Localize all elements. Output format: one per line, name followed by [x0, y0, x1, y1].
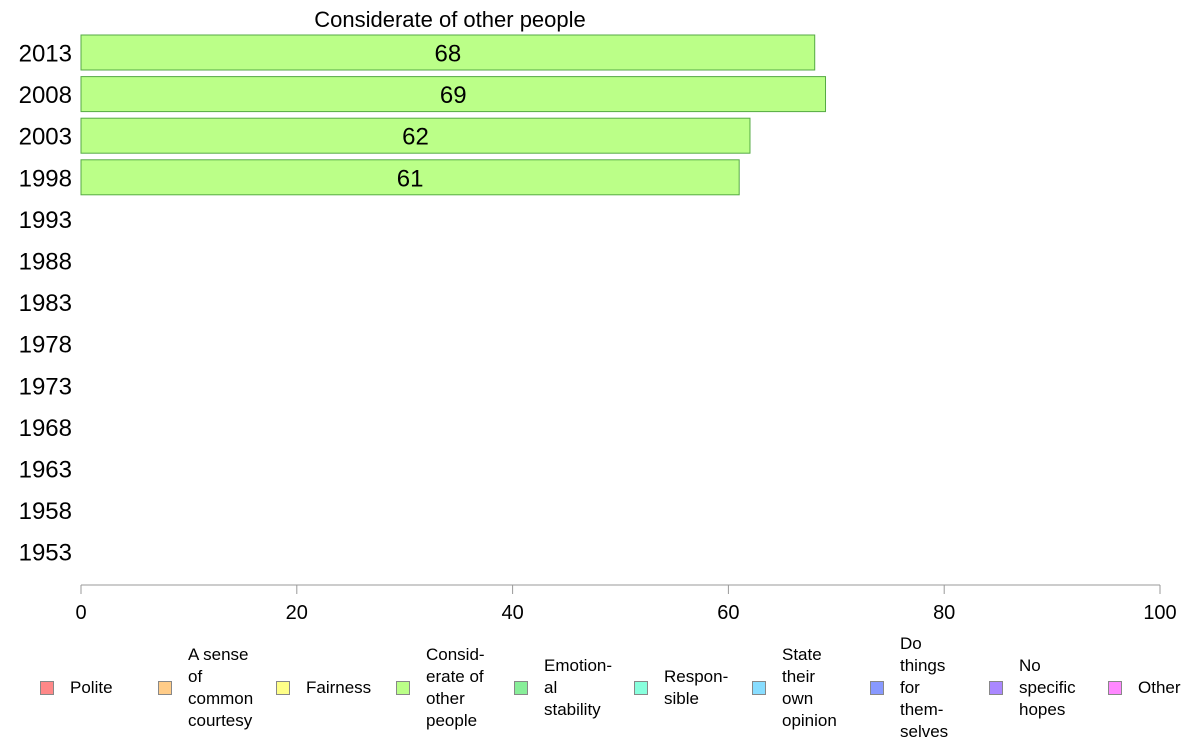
legend-swatch: [1108, 681, 1122, 695]
y-tick-label: 1998: [19, 165, 72, 192]
bar-2003: [80, 117, 751, 154]
y-tick-label: 1988: [19, 249, 72, 276]
legend-label: Polite: [70, 678, 113, 697]
legend-swatch: [634, 681, 648, 695]
y-tick-label: 1963: [19, 457, 72, 484]
legend-label: Do things for them- selves: [900, 634, 949, 741]
legend-swatch: [396, 681, 410, 695]
legend-swatch: [276, 681, 290, 695]
bar-value-label: 61: [397, 165, 424, 192]
legend-item: Polite: [40, 640, 113, 736]
x-tick-label: 40: [501, 602, 523, 624]
y-tick-label: 1978: [19, 332, 72, 359]
legend-item: Consid- erate of other people: [396, 640, 485, 736]
legend-swatch: [158, 681, 172, 695]
bar-value-label: 62: [402, 124, 429, 151]
legend-swatch: [752, 681, 766, 695]
legend-label: Consid- erate of other people: [426, 645, 485, 730]
bar-2008: [80, 76, 827, 113]
y-tick-label: 1968: [19, 415, 72, 442]
y-tick-label: 2008: [19, 82, 72, 109]
legend-swatch: [989, 681, 1003, 695]
legend-label: Respon- sible: [664, 667, 729, 708]
x-tick-label: 0: [75, 602, 86, 624]
legend-item: A sense of common courtesy: [158, 640, 253, 736]
legend-label: Other: [1138, 678, 1181, 697]
y-tick-label: 1983: [19, 290, 72, 317]
y-tick-label: 2003: [19, 124, 72, 151]
legend-label: A sense of common courtesy: [188, 645, 254, 730]
y-tick-label: 1958: [19, 498, 72, 525]
legend-item: No specific hopes: [989, 640, 1076, 736]
x-tick-label: 60: [717, 602, 739, 624]
bar-1998: [80, 159, 740, 196]
legend-label: No specific hopes: [1019, 656, 1076, 719]
chart-title: Considerate of other people: [314, 7, 586, 32]
legend-label: Fairness: [306, 678, 372, 697]
bar-chart: Considerate of other people 2013 2008 2003…: [19, 7, 1177, 624]
legend-swatch: [870, 681, 884, 695]
x-tick-label: 80: [933, 602, 955, 624]
legend-label: Emotion- al stability: [544, 656, 613, 719]
legend-swatch: [40, 681, 54, 695]
legend-label: State their own opinion: [782, 645, 837, 730]
y-tick-label: 1953: [19, 540, 72, 567]
legend-item: Respon- sible: [634, 640, 728, 736]
legend-swatch: [514, 681, 528, 695]
x-tick-label: 20: [286, 602, 308, 624]
legend-item: Emotion- al stability: [514, 640, 612, 736]
y-tick-label: 1973: [19, 373, 72, 400]
legend: Polite A sense of common courtesy Fairness…: [0, 634, 1188, 741]
legend-item: Fairness: [276, 640, 371, 736]
legend-item: Other: [1108, 640, 1181, 736]
y-tick-label: 1993: [19, 207, 72, 234]
bar-value-label: 69: [440, 82, 467, 109]
bar-value-label: 68: [435, 41, 462, 68]
legend-item: State their own opinion: [752, 640, 837, 736]
bar-2013: [80, 34, 816, 71]
legend-item: Do things for them- selves: [870, 634, 948, 741]
y-tick-label: 2013: [19, 41, 72, 68]
x-tick-label: 100: [1143, 602, 1176, 624]
